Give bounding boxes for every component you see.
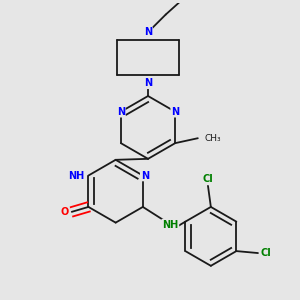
Text: Cl: Cl bbox=[202, 174, 213, 184]
Text: O: O bbox=[61, 207, 69, 217]
Text: N: N bbox=[171, 107, 179, 117]
Text: N: N bbox=[144, 78, 152, 88]
Text: NH: NH bbox=[68, 170, 85, 181]
Text: N: N bbox=[141, 170, 149, 181]
Text: Cl: Cl bbox=[260, 248, 271, 258]
Text: CH₃: CH₃ bbox=[205, 134, 221, 143]
Text: N: N bbox=[144, 27, 152, 37]
Text: N: N bbox=[117, 107, 125, 117]
Text: NH: NH bbox=[162, 220, 178, 230]
